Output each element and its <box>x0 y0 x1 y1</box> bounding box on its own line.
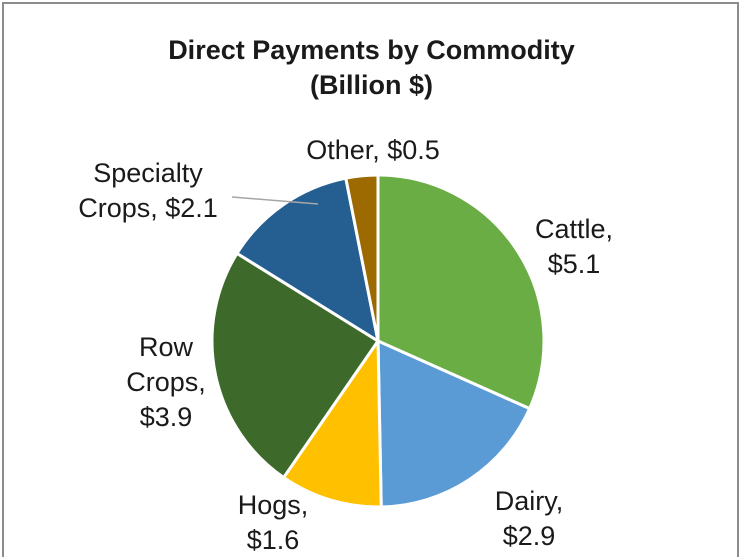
chart-subtitle: (Billion $) <box>310 70 433 100</box>
pie-slice-hogs <box>282 339 383 509</box>
slice-label-specialty-crops: Specialty Crops, $2.1 <box>78 158 218 223</box>
pie-slice-dairy <box>376 339 532 509</box>
pie-slice-other <box>344 173 380 343</box>
slice-labels: Cattle, $5.1 Dairy, $2.9 Hogs, $1.6 Row Crops, $… <box>78 135 613 555</box>
chart-title: Direct Payments by Commodity <box>168 35 575 65</box>
slice-label-hogs: Hogs, $1.6 <box>238 490 309 555</box>
slice-label-row-crops: Row Crops, $3.9 <box>126 332 206 432</box>
pie-slices <box>210 173 546 509</box>
pie-slice-cattle <box>376 173 546 411</box>
leader-lines <box>231 196 319 205</box>
slice-label-cattle: Cattle, $5.1 <box>535 214 613 279</box>
pie-slice-row-crops <box>210 251 380 480</box>
leader-line-specialty-crops <box>231 196 319 205</box>
slice-label-dairy: Dairy, $2.9 <box>495 486 564 551</box>
slice-label-other: Other, $0.5 <box>306 135 440 165</box>
pie-slice-specialty-crops <box>235 176 380 343</box>
